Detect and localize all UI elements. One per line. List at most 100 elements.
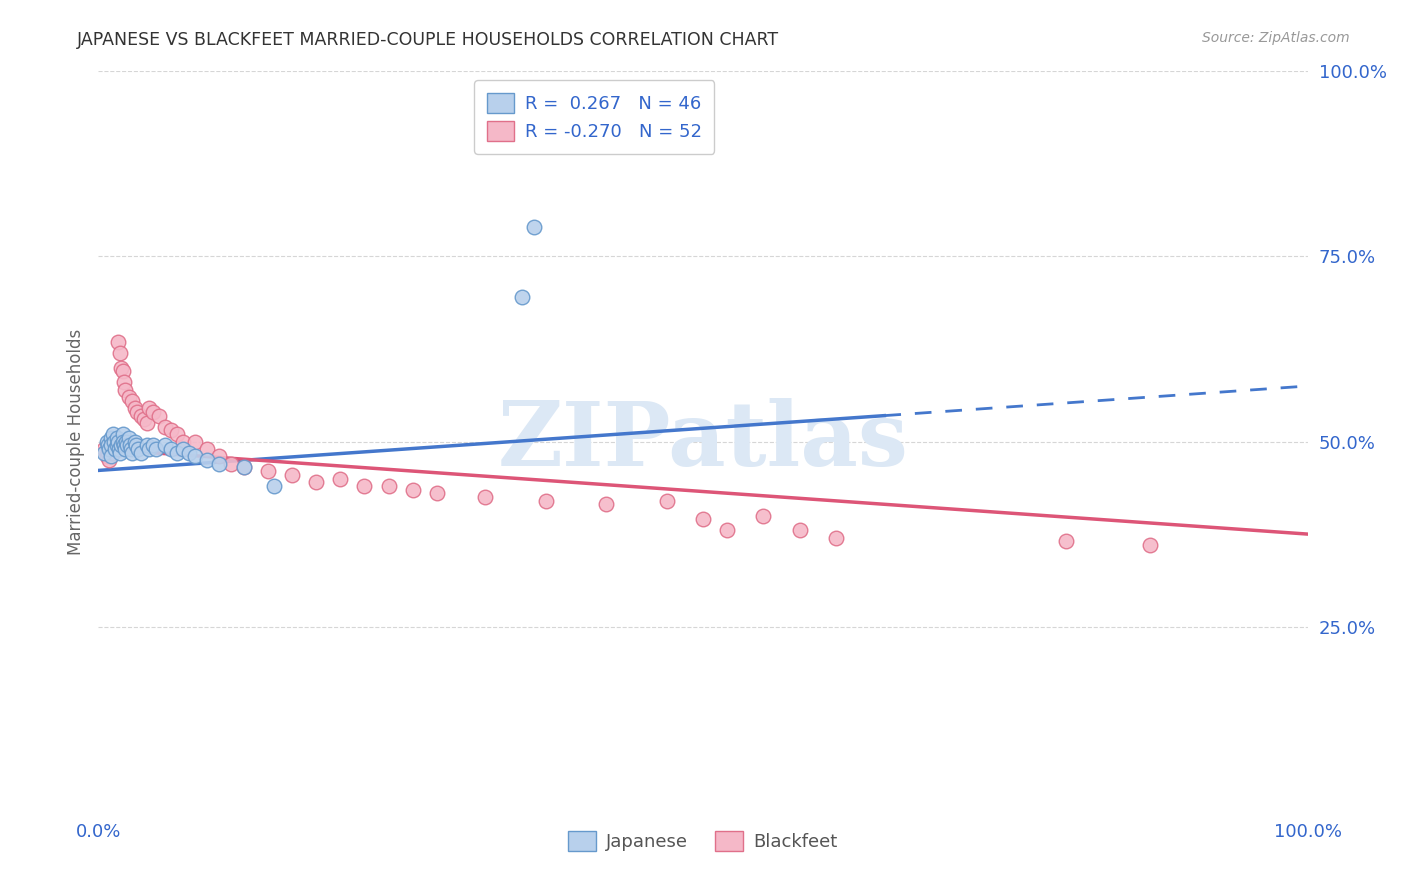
Point xyxy=(129,409,152,423)
Point xyxy=(232,460,254,475)
Point xyxy=(142,438,165,452)
Point xyxy=(195,453,218,467)
Point xyxy=(101,445,124,459)
Point xyxy=(115,434,138,449)
Point xyxy=(105,438,128,452)
Point xyxy=(127,405,149,419)
Point xyxy=(121,445,143,459)
Point xyxy=(96,434,118,449)
Point xyxy=(377,479,399,493)
Point xyxy=(129,445,152,459)
Point xyxy=(103,434,125,449)
Point xyxy=(98,442,121,456)
Point xyxy=(353,479,375,493)
Point xyxy=(100,450,122,464)
Point xyxy=(716,524,738,538)
Point xyxy=(789,524,811,538)
Point xyxy=(426,486,449,500)
Point xyxy=(125,438,148,452)
Point xyxy=(97,438,120,452)
Point xyxy=(112,376,135,390)
Point xyxy=(93,442,115,456)
Point xyxy=(114,383,136,397)
Point xyxy=(98,453,121,467)
Point xyxy=(221,457,243,471)
Point xyxy=(145,442,167,456)
Point xyxy=(101,427,124,442)
Point xyxy=(402,483,425,497)
Point xyxy=(825,531,848,545)
Point xyxy=(474,490,496,504)
Point xyxy=(124,401,146,416)
Point xyxy=(281,467,304,482)
Point xyxy=(100,438,122,452)
Point xyxy=(166,445,188,459)
Point xyxy=(534,493,557,508)
Point xyxy=(142,405,165,419)
Point xyxy=(121,393,143,408)
Point xyxy=(111,434,134,449)
Point xyxy=(232,460,254,475)
Point xyxy=(111,364,134,378)
Point xyxy=(118,438,141,452)
Point xyxy=(120,442,142,456)
Point xyxy=(523,219,546,234)
Point xyxy=(208,450,231,464)
Point xyxy=(1139,538,1161,552)
Point xyxy=(108,345,131,359)
Point xyxy=(110,438,132,452)
Y-axis label: Married-couple Households: Married-couple Households xyxy=(66,328,84,555)
Point xyxy=(179,445,201,459)
Point xyxy=(105,434,128,449)
Point xyxy=(100,431,122,445)
Point xyxy=(117,438,139,452)
Point xyxy=(107,334,129,349)
Point xyxy=(195,442,218,456)
Point xyxy=(100,442,122,456)
Point xyxy=(104,442,127,456)
Point xyxy=(153,419,176,434)
Point xyxy=(105,431,128,445)
Point xyxy=(93,445,115,459)
Point xyxy=(305,475,328,490)
Point xyxy=(135,416,157,430)
Point xyxy=(110,360,132,375)
Point xyxy=(263,479,285,493)
Point xyxy=(97,445,120,459)
Point xyxy=(138,401,160,416)
Point xyxy=(118,390,141,404)
Point xyxy=(134,412,156,426)
Point xyxy=(153,438,176,452)
Point xyxy=(752,508,775,523)
Point xyxy=(135,438,157,452)
Point xyxy=(108,445,131,459)
Point xyxy=(112,438,135,452)
Point xyxy=(172,442,194,456)
Point xyxy=(166,427,188,442)
Point xyxy=(107,434,129,449)
Point xyxy=(124,434,146,449)
Point xyxy=(148,409,170,423)
Point xyxy=(329,471,352,485)
Point xyxy=(256,464,278,478)
Point xyxy=(172,434,194,449)
Point xyxy=(1054,534,1077,549)
Point xyxy=(595,498,617,512)
Point xyxy=(184,450,207,464)
Point xyxy=(111,427,134,442)
Text: ZIPatlas: ZIPatlas xyxy=(498,398,908,485)
Point xyxy=(118,431,141,445)
Text: JAPANESE VS BLACKFEET MARRIED-COUPLE HOUSEHOLDS CORRELATION CHART: JAPANESE VS BLACKFEET MARRIED-COUPLE HOU… xyxy=(77,31,779,49)
Point xyxy=(160,424,183,438)
Point xyxy=(655,493,678,508)
Legend: Japanese, Blackfeet: Japanese, Blackfeet xyxy=(561,824,845,858)
Point xyxy=(184,434,207,449)
Point xyxy=(692,512,714,526)
Text: Source: ZipAtlas.com: Source: ZipAtlas.com xyxy=(1202,31,1350,45)
Point xyxy=(208,457,231,471)
Point xyxy=(108,442,131,456)
Point xyxy=(138,442,160,456)
Point xyxy=(127,442,149,456)
Point xyxy=(96,450,118,464)
Point xyxy=(160,442,183,456)
